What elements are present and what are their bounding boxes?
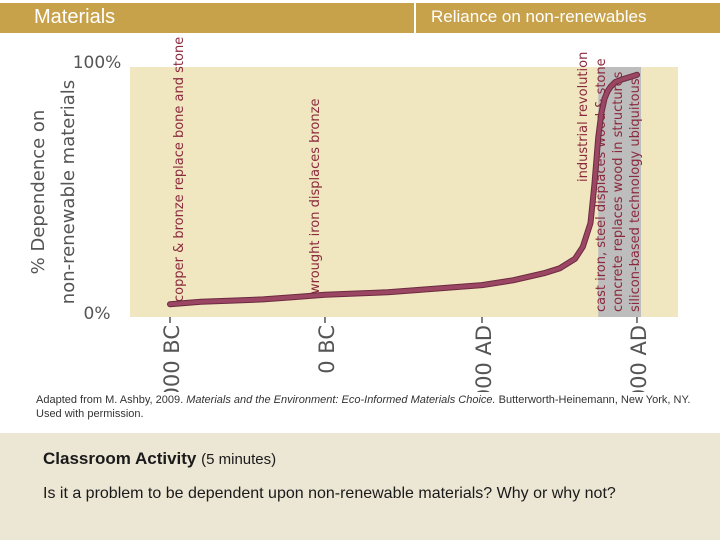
- annotation-text: copper & bronze replace bone and stone: [172, 37, 187, 302]
- annotation-text: wrought iron displaces bronze: [308, 99, 323, 294]
- slide-title: Reliance on non-renewables: [431, 7, 647, 26]
- y-tick-label: 0%: [84, 304, 111, 324]
- x-tick-label: 2000 AD: [627, 325, 651, 392]
- annotation-text: silicon-based technology ubiquitous: [628, 78, 643, 312]
- caption-book-title: Materials and the Environment: Eco-Infor…: [186, 394, 496, 406]
- annotation-text: industrial revolution: [576, 52, 591, 182]
- header-divider: [414, 3, 416, 33]
- activity-heading: Classroom Activity (5 minutes): [43, 449, 276, 469]
- source-caption: Adapted from M. Ashby, 2009. Materials a…: [36, 393, 708, 421]
- y-axis-label-line: % Dependence on: [28, 110, 49, 275]
- header-bar: [0, 3, 720, 33]
- x-tick-label: 0 BC: [315, 325, 339, 374]
- y-tick-label: 100%: [73, 53, 122, 73]
- annotation-text: concrete replaces wood in structures: [611, 71, 626, 312]
- caption-suffix: Butterworth-Heinemann, New York, NY. Use…: [36, 394, 691, 420]
- header: Materials Reliance on non-renewables: [0, 0, 720, 36]
- caption-prefix: Adapted from M. Ashby, 2009.: [36, 394, 187, 406]
- y-ticks: 100% 0%: [73, 53, 122, 324]
- classroom-activity-panel: Classroom Activity (5 minutes) Is it a p…: [0, 433, 720, 540]
- activity-duration: (5 minutes): [201, 451, 277, 468]
- dependence-chart: copper & bronze replace bone and stone wr…: [28, 37, 678, 392]
- dependence-curve: [168, 72, 639, 307]
- x-tick-label: 1000 BC: [160, 325, 184, 392]
- x-ticks: 1000 BC 0 BC 1000 AD 2000 AD: [160, 317, 651, 392]
- activity-title: Classroom Activity: [43, 449, 197, 468]
- section-title: Materials: [34, 6, 116, 28]
- x-tick-label: 1000 AD: [472, 325, 496, 392]
- activity-question: Is it a problem to be dependent upon non…: [43, 485, 616, 502]
- y-axis-label: % Dependence on non-renewable materials: [28, 80, 79, 304]
- annotations: copper & bronze replace bone and stone wr…: [172, 37, 643, 312]
- y-axis-label-line: non-renewable materials: [58, 80, 79, 304]
- plot-background: [130, 67, 678, 317]
